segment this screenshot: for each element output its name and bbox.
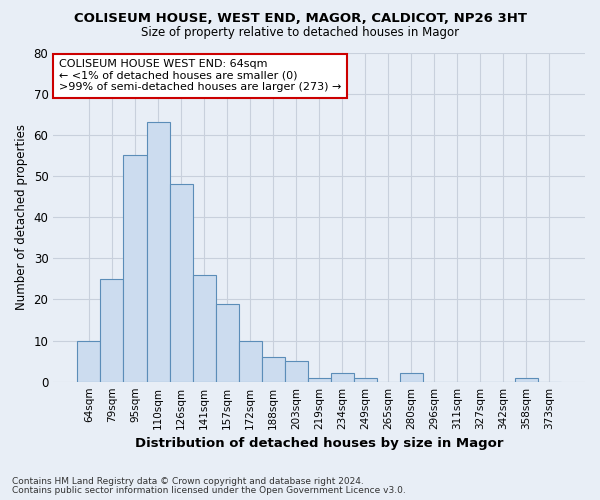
Text: COLISEUM HOUSE, WEST END, MAGOR, CALDICOT, NP26 3HT: COLISEUM HOUSE, WEST END, MAGOR, CALDICO… (74, 12, 527, 26)
Bar (193, 274, 215, 382)
Bar (331, 374, 353, 382)
Text: Size of property relative to detached houses in Magor: Size of property relative to detached ho… (141, 26, 459, 39)
Bar (215, 304, 239, 382)
Bar (239, 340, 262, 382)
Bar (353, 378, 377, 382)
Bar (124, 156, 146, 382)
Bar (170, 184, 193, 382)
Text: Contains public sector information licensed under the Open Government Licence v3: Contains public sector information licen… (12, 486, 406, 495)
Bar (284, 361, 308, 382)
Bar (77, 340, 100, 382)
X-axis label: Distribution of detached houses by size in Magor: Distribution of detached houses by size … (135, 437, 503, 450)
Bar (100, 279, 124, 382)
Bar (308, 378, 331, 382)
Bar (262, 357, 284, 382)
Text: Contains HM Land Registry data © Crown copyright and database right 2024.: Contains HM Land Registry data © Crown c… (12, 477, 364, 486)
Y-axis label: Number of detached properties: Number of detached properties (15, 124, 28, 310)
Text: COLISEUM HOUSE WEST END: 64sqm
← <1% of detached houses are smaller (0)
>99% of : COLISEUM HOUSE WEST END: 64sqm ← <1% of … (59, 59, 341, 92)
Bar (515, 378, 538, 382)
Bar (146, 122, 170, 382)
Bar (400, 374, 423, 382)
